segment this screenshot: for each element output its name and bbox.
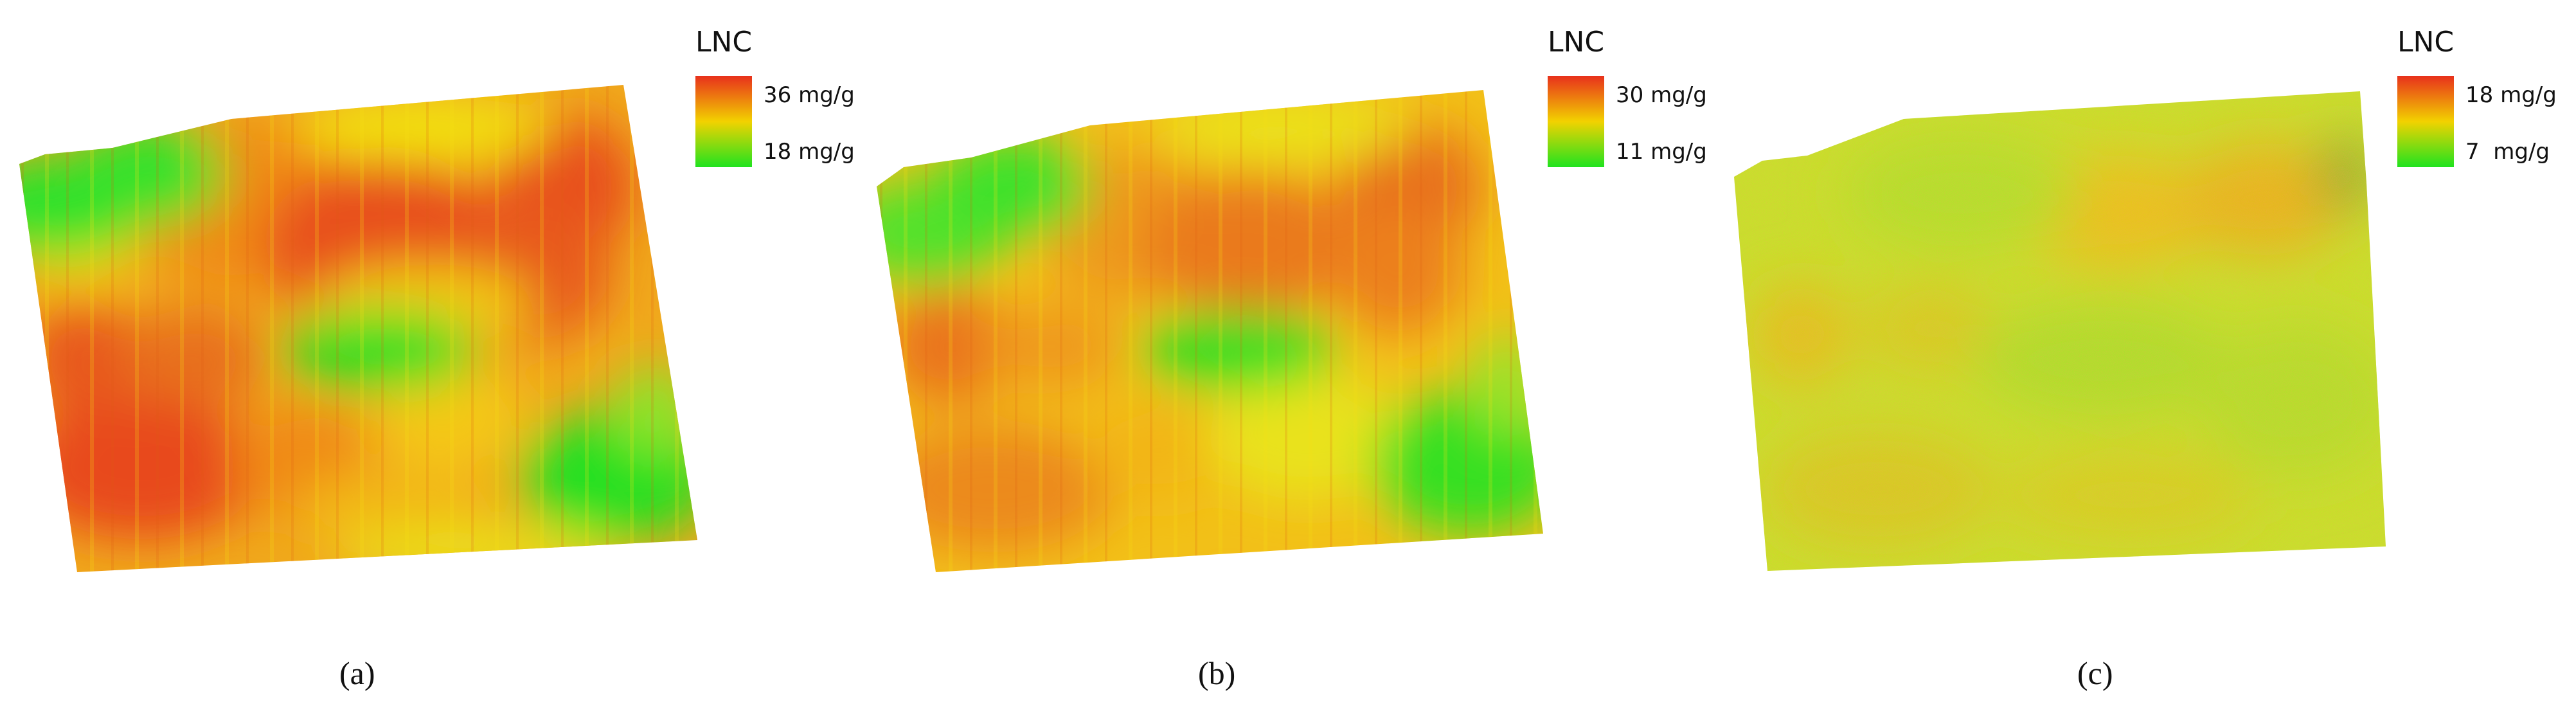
legend-color-ramp xyxy=(2397,76,2454,167)
lnc-map-c xyxy=(1734,91,2386,571)
legend-max-label: 36 mg/g xyxy=(764,82,855,108)
legend-title: LNC xyxy=(2397,26,2455,59)
panel-b: LNC 30 mg/g 11 mg/g (b) xyxy=(859,0,1717,713)
lnc-map-b xyxy=(877,90,1543,572)
panel-caption-a: (a) xyxy=(339,655,375,691)
legend-min-label: 7 mg/g xyxy=(2465,139,2550,165)
legend-color-ramp xyxy=(1548,76,1604,167)
legend-min-label: 18 mg/g xyxy=(764,139,855,165)
legend-title: LNC xyxy=(1548,26,1605,59)
legend-max-label: 18 mg/g xyxy=(2465,82,2557,108)
legend-min-label: 11 mg/g xyxy=(1616,139,1707,165)
legend-max-label: 30 mg/g xyxy=(1616,82,1707,108)
panel-caption-c: (c) xyxy=(2077,655,2113,691)
panel-a: LNC 36 mg/g 18 mg/g (a) xyxy=(0,0,859,713)
panel-c: LNC 18 mg/g 7 mg/g (c) xyxy=(1717,0,2576,713)
legend-title: LNC xyxy=(695,26,753,59)
panel-caption-b: (b) xyxy=(1198,655,1236,691)
legend-color-ramp xyxy=(695,76,752,167)
lnc-map-a xyxy=(19,85,697,572)
